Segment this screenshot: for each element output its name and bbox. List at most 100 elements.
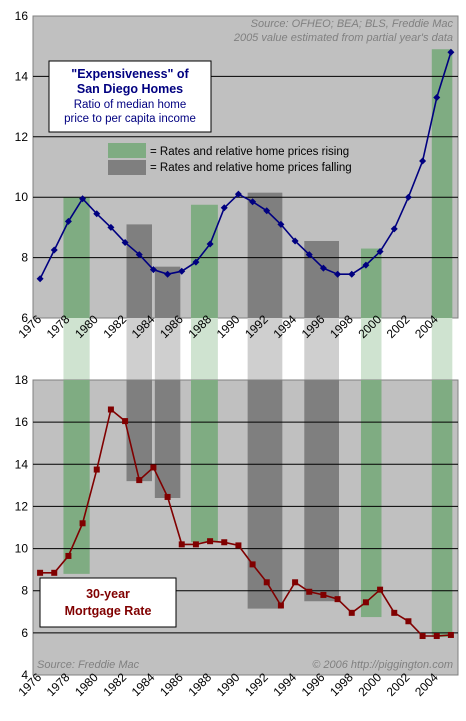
bottom-series [37,406,454,640]
mortgage-rate-point [93,466,100,473]
home-ratio-point [64,217,72,225]
top-title-box: "Expensiveness" of San Diego Homes Ratio… [48,60,212,133]
bottom-band-falling [154,380,181,498]
mortgage-rate-point [79,520,86,527]
source-top-line1: Source: OFHEO; BEA; BLS, Freddie Mac [251,18,454,30]
home-ratio-point [249,198,257,206]
home-ratio-point [220,204,228,212]
mortgage-rate-point [164,493,171,500]
bot-series-line [40,408,451,637]
home-ratio-point [164,270,172,278]
mortgage-rate-point [306,588,313,595]
home-ratio-point [376,248,384,256]
source-bottom: Source: Freddie Mac [37,659,140,671]
mid-band-falling [304,318,339,380]
home-ratio-point [93,210,101,218]
bottom-plot-area [32,379,459,676]
home-ratio-point [390,225,398,233]
mortgage-rate-point [122,418,129,425]
mortgage-rate-point [37,569,44,576]
top-title-line1: "Expensiveness" of [71,67,189,81]
mortgage-rate-point [136,477,143,484]
mortgage-rate-point [107,406,114,413]
mortgage-rate-point [51,569,58,576]
bot-y-tick-label: 12 [15,499,29,513]
home-ratio-point [362,261,370,269]
mortgage-rate-point [192,541,199,548]
home-ratio-point [305,251,313,259]
home-ratio-point [178,267,186,275]
mortgage-rate-point [65,552,72,559]
bot-y-tick-label: 6 [21,626,28,640]
mortgage-rate-point [348,609,355,616]
top-series [36,48,455,283]
home-ratio-point [206,240,214,248]
mortgage-rate-point [263,579,270,586]
top-y-tick-label: 12 [15,130,29,144]
bottom-title-frame [39,577,177,628]
home-ratio-point [121,239,129,246]
top-y-tick-label: 8 [21,251,28,265]
copyright: © 2006 http://piggington.com [312,659,453,671]
mortgage-rate-point [178,541,185,548]
mid-band-rising [190,318,218,380]
bottom-band-rising [63,380,90,574]
top-chart: 6 8 10 12 14 16 Source: OFHEO; BEA; BLS, Fred… [15,9,459,325]
bot-y-tick-label: 14 [15,457,29,471]
bottom-y-axis: 4 6 8 10 12 14 16 18 [15,373,29,682]
home-ratio-point [319,264,327,272]
top-subtitle-line1: Ratio of median home [74,99,187,111]
home-ratio-point [348,270,356,278]
mortgage-rate-point [221,539,228,546]
home-ratio-point [135,251,143,259]
top-y-tick-label: 10 [15,190,29,204]
home-ratio-point [277,220,285,228]
bottom-band-rising [431,380,453,638]
mid-band-rising [431,318,453,380]
home-ratio-point [234,190,242,198]
mortgage-rate-point [235,542,242,549]
mortgage-rate-point [405,618,412,625]
mortgage-rate-point [150,464,157,471]
bot-y-tick-label: 8 [21,584,28,598]
top-subtitle-line2: price to per capita income [64,113,196,125]
bot-y-tick-label: 4 [21,668,28,682]
top-y-tick-label: 6 [21,311,28,325]
home-ratio-point [50,246,58,254]
legend: = Rates and relative home prices rising … [108,143,352,175]
mortgage-rate-point [277,602,284,609]
home-ratio-point [433,94,441,102]
mortgage-rate-point [249,561,256,568]
mid-band-rising [360,318,382,380]
mortgage-rate-point [207,538,214,545]
bot-y-tick-label: 18 [15,373,29,387]
legend-rising-swatch [108,143,146,158]
top-title-line2: San Diego Homes [77,82,183,96]
top-band-rising [431,49,453,318]
home-ratio-point [404,193,412,201]
top-bands [63,49,453,318]
legend-rising-label: = Rates and relative home prices rising [150,146,349,158]
home-ratio-point [263,207,271,215]
mid-band-falling [126,318,152,380]
bottom-band-falling [126,380,152,482]
mid-band-falling [247,318,283,380]
top-band-falling [247,192,283,318]
home-ratio-point [334,270,342,278]
between-chart-bands [63,318,453,380]
bottom-bands [63,380,453,638]
mortgage-rate-point [320,591,327,598]
home-ratio-point [192,258,200,266]
mortgage-rate-point [391,609,398,616]
mortgage-rate-point [447,631,454,638]
home-ratio-point [419,157,427,165]
mortgage-rate-point [433,633,440,640]
top-y-axis: 6 8 10 12 14 16 [15,9,29,325]
bottom-band-rising [360,380,382,618]
mortgage-rate-point [377,586,384,593]
mortgage-rate-point [362,599,369,606]
home-ratio-point [149,266,157,274]
bot-y-tick-label: 16 [15,415,29,429]
bottom-band-rising [190,380,218,543]
